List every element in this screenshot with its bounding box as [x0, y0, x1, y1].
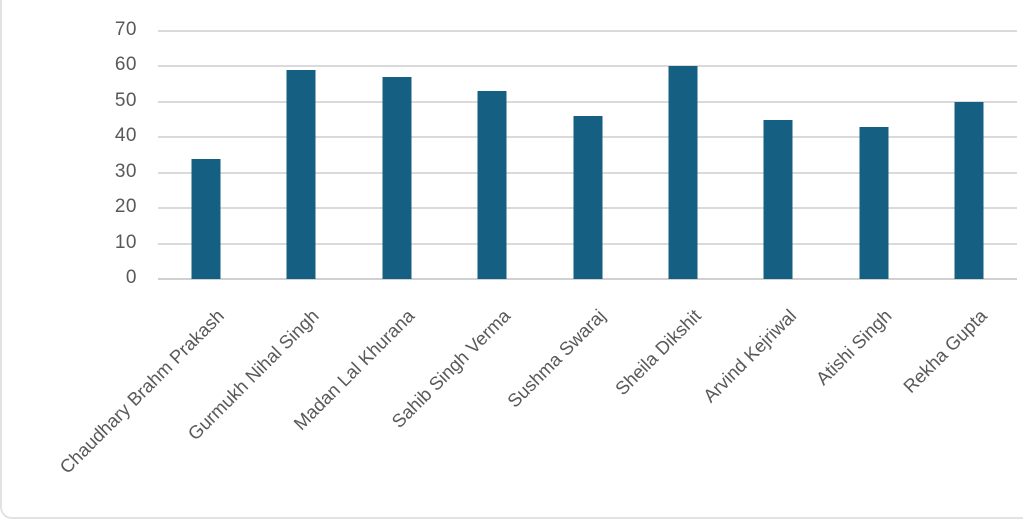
bar-sheila-dikshit — [668, 66, 698, 279]
x-tick-label-atishi-singh: Atishi Singh — [811, 305, 896, 389]
y-tick-label-30: 30 — [114, 160, 137, 182]
gridline-60 — [158, 65, 1017, 68]
x-tick-label-sheila-dikshit: Sheila Dikshit — [610, 305, 705, 400]
y-tick-label-50: 50 — [114, 89, 137, 111]
bar-sushma-swaraj — [573, 116, 602, 279]
bar-madan-lal-khurana — [382, 77, 412, 279]
gridline-70 — [158, 30, 1017, 32]
x-axis: Chaudhary Brahm Prakash Gurmukh Nihal Sin… — [55, 279, 1017, 517]
plot-area — [158, 30, 1017, 280]
x-tick-label-arvind-kejriwal: Arvind Kejriwal — [698, 305, 801, 407]
x-tick-label-rekha-gupta: Rekha Gupta — [899, 305, 992, 397]
bar-chaudhary-brahm-prakash — [191, 158, 221, 279]
x-tick-label-sushma-swaraj: Sushma Swaraj — [502, 305, 610, 412]
bar-sahib-singh-verma — [477, 91, 507, 279]
x-tick-label-chaudhary-brahm-prakash: Chaudhary Brahm Prakash — [54, 305, 228, 478]
bar-rekha-gupta — [954, 101, 984, 279]
y-tick-label-0: 0 — [125, 267, 137, 289]
y-tick-label-10: 10 — [114, 231, 137, 253]
x-axis-line — [158, 278, 1017, 280]
bar-gurmukh-nihal-singh — [286, 69, 316, 279]
bar-atishi-singh — [859, 126, 889, 279]
y-tick-label-20: 20 — [114, 196, 137, 218]
y-tick-label-40: 40 — [114, 125, 137, 147]
y-tick-label-70: 70 — [114, 19, 137, 41]
y-axis: 0 10 20 30 40 50 60 70 — [2, 19, 137, 288]
y-tick-label-60: 60 — [114, 54, 137, 76]
gridline-50 — [158, 100, 1017, 103]
bar-arvind-kejriwal — [763, 119, 793, 279]
